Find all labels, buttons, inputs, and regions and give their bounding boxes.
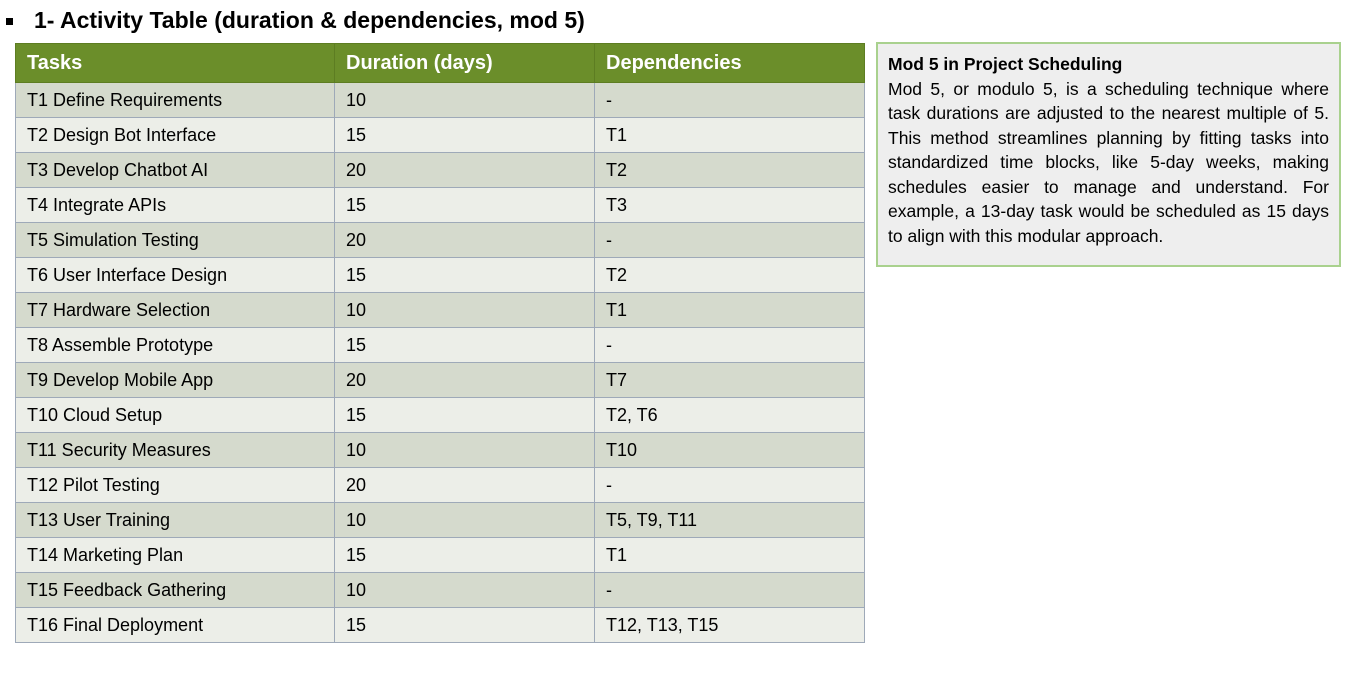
table-row: T13 User Training 10 T5, T9, T11 <box>15 502 865 538</box>
duration-cell: 15 <box>334 187 595 223</box>
dependencies-cell: - <box>594 222 865 258</box>
task-name-cell: T14 Marketing Plan <box>15 537 335 573</box>
task-name-cell: T3 Develop Chatbot AI <box>15 152 335 188</box>
task-name-cell: T4 Integrate APIs <box>15 187 335 223</box>
task-name-cell: T5 Simulation Testing <box>15 222 335 258</box>
dependencies-cell: - <box>594 572 865 608</box>
table-row: T10 Cloud Setup 15 T2, T6 <box>15 397 865 433</box>
task-name-cell: T13 User Training <box>15 502 335 538</box>
mod5-note-box: Mod 5 in Project Scheduling Mod 5, or mo… <box>876 42 1341 267</box>
table-row: T14 Marketing Plan 15 T1 <box>15 537 865 573</box>
duration-cell: 10 <box>334 432 595 468</box>
table-body: T1 Define Requirements 10- T2 Design Bot I… <box>15 82 865 643</box>
page-title: 1- Activity Table (duration & dependenci… <box>34 6 585 33</box>
duration-cell: 15 <box>334 257 595 293</box>
task-name-cell: T12 Pilot Testing <box>15 467 335 503</box>
dependencies-cell: - <box>594 82 865 118</box>
page-heading: 1- Activity Table (duration & dependenci… <box>6 4 585 36</box>
duration-cell: 20 <box>334 152 595 188</box>
column-header-duration: Duration (days) <box>334 43 595 83</box>
dependencies-cell: T1 <box>594 537 865 573</box>
table-row: T8 Assemble Prototype 15- <box>15 327 865 363</box>
task-name-cell: T10 Cloud Setup <box>15 397 335 433</box>
dependencies-cell: T1 <box>594 292 865 328</box>
column-header-tasks: Tasks <box>15 43 335 83</box>
task-name-cell: T1 Define Requirements <box>15 82 335 118</box>
task-name-cell: T7 Hardware Selection <box>15 292 335 328</box>
duration-cell: 10 <box>334 292 595 328</box>
dependencies-cell: T3 <box>594 187 865 223</box>
dependencies-cell: T1 <box>594 117 865 153</box>
dependencies-cell: T2, T6 <box>594 397 865 433</box>
duration-cell: 10 <box>334 572 595 608</box>
duration-cell: 20 <box>334 222 595 258</box>
table-row: T6 User Interface Design 15 T2 <box>15 257 865 293</box>
task-name-cell: T8 Assemble Prototype <box>15 327 335 363</box>
table-row: T4 Integrate APIs 15 T3 <box>15 187 865 223</box>
table-row: T12 Pilot Testing 20- <box>15 467 865 503</box>
duration-cell: 15 <box>334 397 595 433</box>
column-header-dependencies: Dependencies <box>594 43 865 83</box>
task-name-cell: T11 Security Measures <box>15 432 335 468</box>
table-row: T1 Define Requirements 10- <box>15 82 865 118</box>
activity-table: Tasks Duration (days) Dependencies T1 De… <box>15 43 865 643</box>
task-name-cell: T16 Final Deployment <box>15 607 335 643</box>
dependencies-cell: - <box>594 327 865 363</box>
task-name-cell: T15 Feedback Gathering <box>15 572 335 608</box>
dependencies-cell: T7 <box>594 362 865 398</box>
duration-cell: 15 <box>334 327 595 363</box>
duration-cell: 15 <box>334 607 595 643</box>
table-row: T11 Security Measures 10 T10 <box>15 432 865 468</box>
task-name-cell: T2 Design Bot Interface <box>15 117 335 153</box>
duration-cell: 10 <box>334 82 595 118</box>
table-row: T3 Develop Chatbot AI 20 T2 <box>15 152 865 188</box>
note-body: Mod 5, or modulo 5, is a scheduling tech… <box>888 78 1329 246</box>
dependencies-cell: T12, T13, T15 <box>594 607 865 643</box>
dependencies-cell: T10 <box>594 432 865 468</box>
table-row: T15 Feedback Gathering 10- <box>15 572 865 608</box>
dependencies-cell: T2 <box>594 152 865 188</box>
square-bullet-icon <box>6 17 13 25</box>
table-row: T9 Develop Mobile App 20 T7 <box>15 362 865 398</box>
table-row: T5 Simulation Testing 20- <box>15 222 865 258</box>
table-row: T2 Design Bot Interface 15 T1 <box>15 117 865 153</box>
task-name-cell: T9 Develop Mobile App <box>15 362 335 398</box>
dependencies-cell: T5, T9, T11 <box>594 502 865 538</box>
duration-cell: 20 <box>334 467 595 503</box>
table-row: T7 Hardware Selection 10 T1 <box>15 292 865 328</box>
dependencies-cell: - <box>594 467 865 503</box>
duration-cell: 15 <box>334 537 595 573</box>
task-name-cell: T6 User Interface Design <box>15 257 335 293</box>
duration-cell: 20 <box>334 362 595 398</box>
duration-cell: 15 <box>334 117 595 153</box>
table-header-row: Tasks Duration (days) Dependencies <box>15 43 865 83</box>
note-title: Mod 5 in Project Scheduling <box>888 54 1123 74</box>
duration-cell: 10 <box>334 502 595 538</box>
dependencies-cell: T2 <box>594 257 865 293</box>
table-row: T16 Final Deployment 15 T12, T13, T15 <box>15 607 865 643</box>
